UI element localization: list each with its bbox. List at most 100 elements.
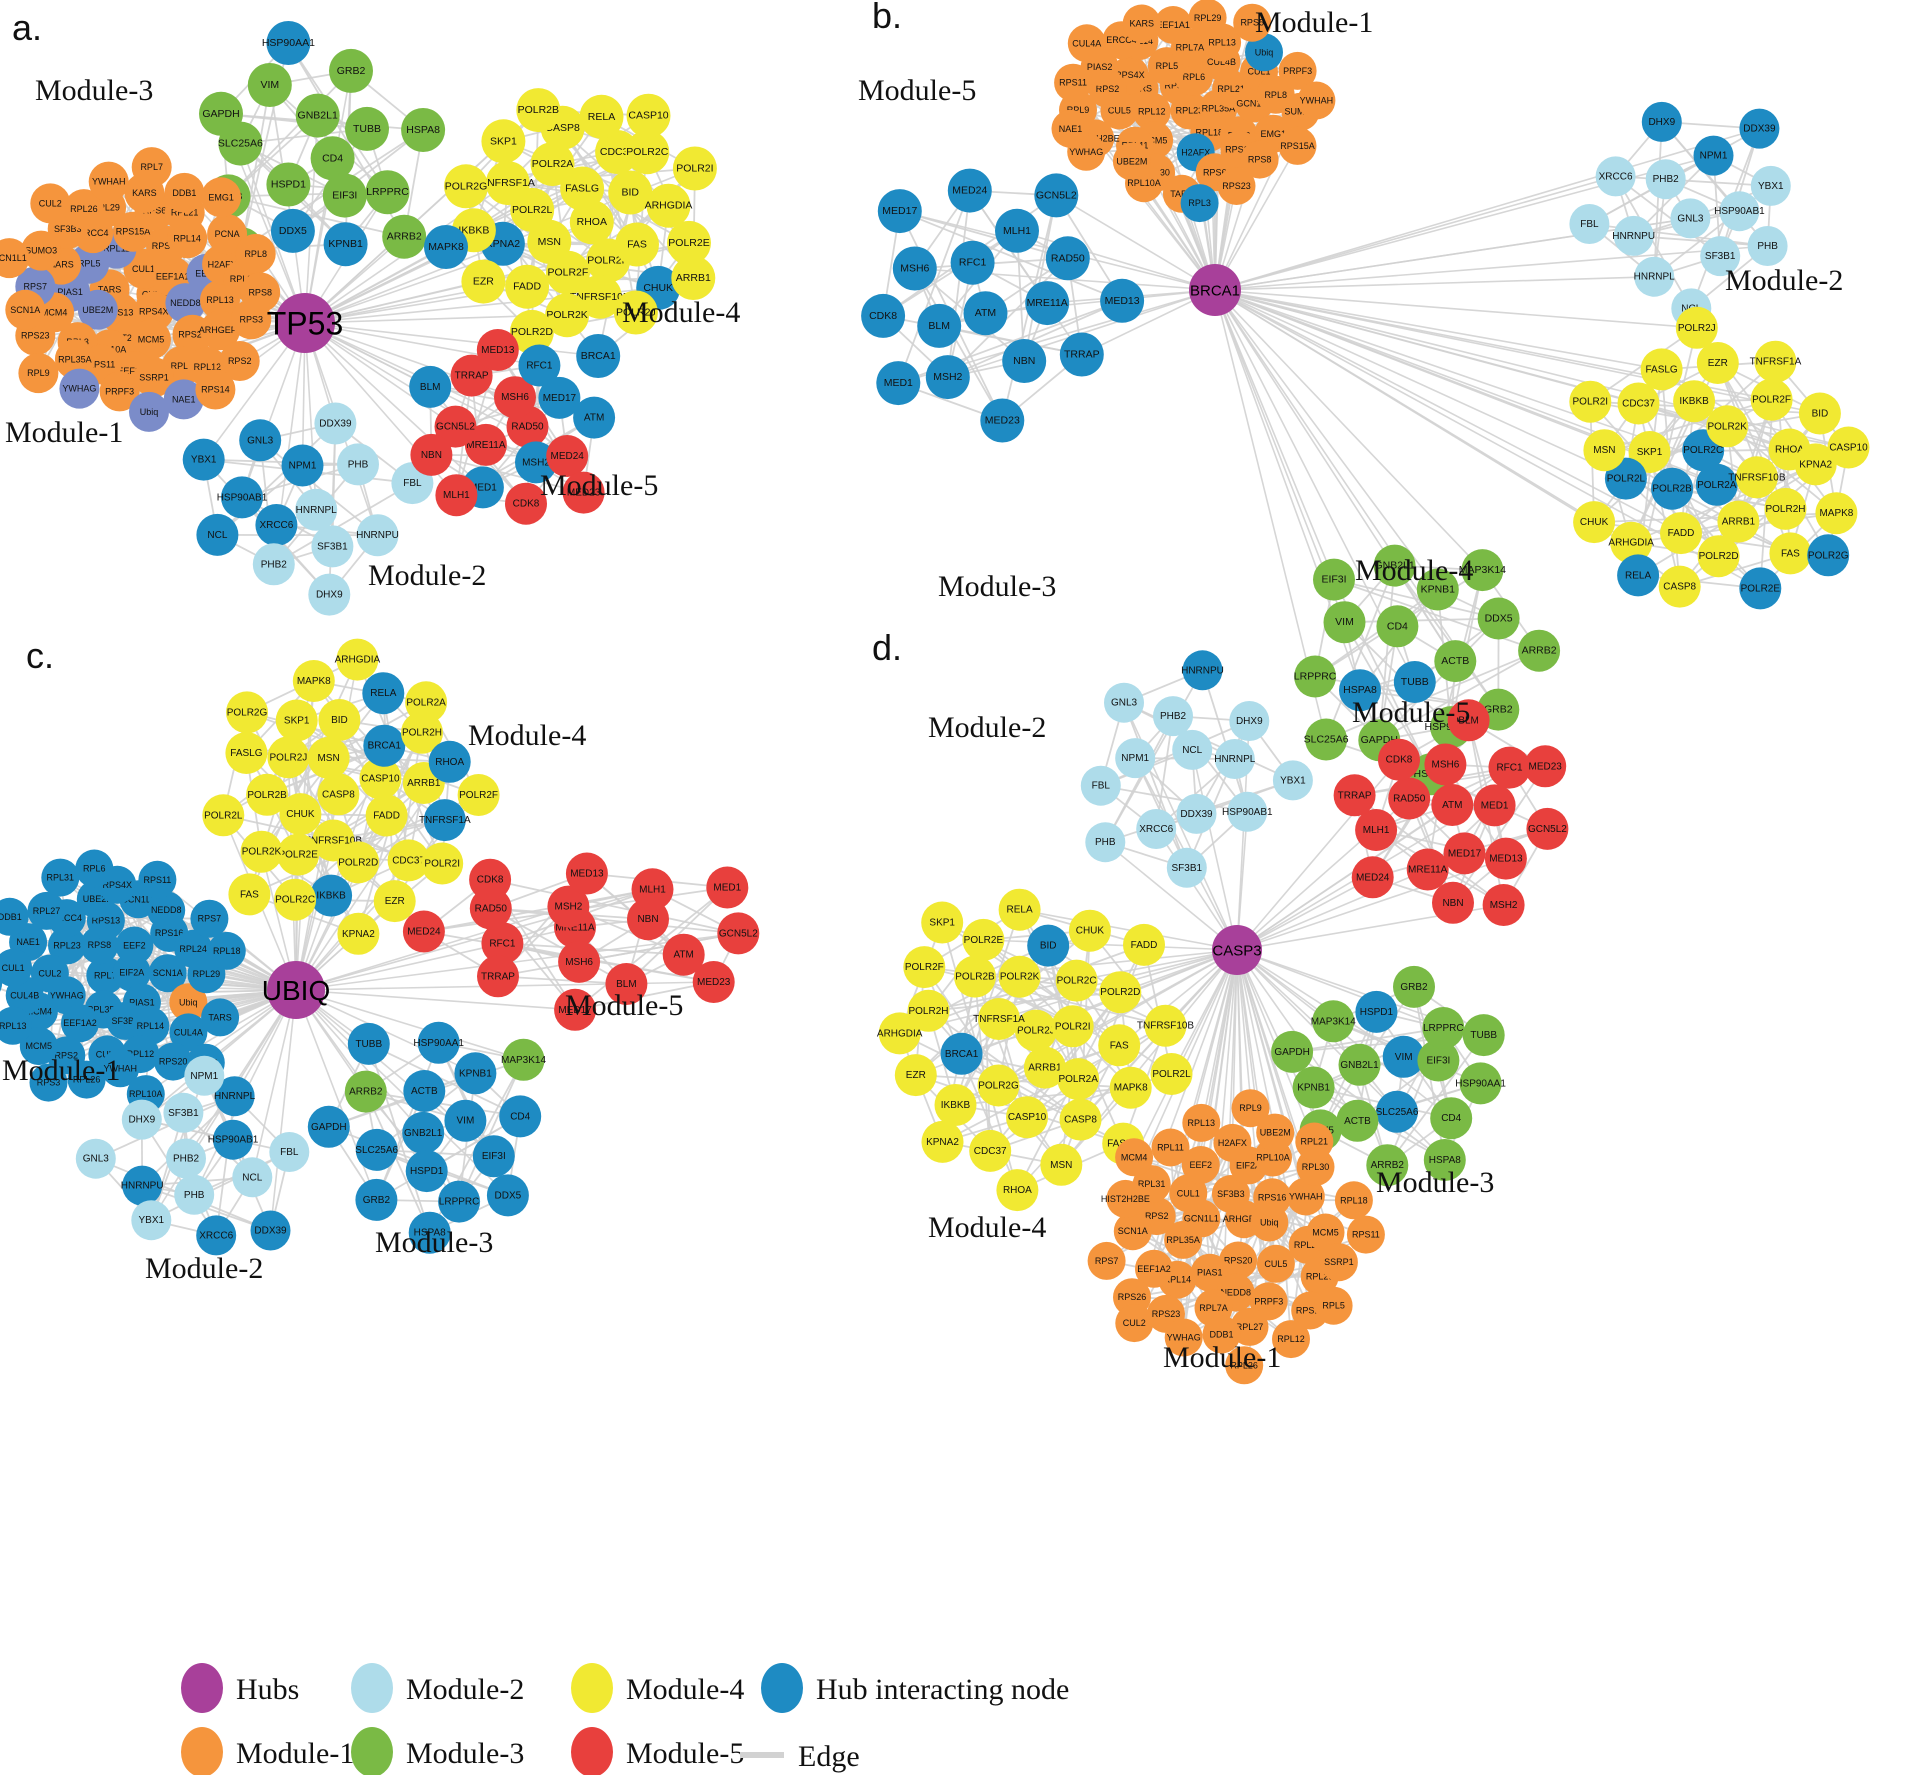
node-CD4	[310, 136, 355, 181]
node-label: DDX39	[319, 419, 352, 430]
node-MED23	[980, 398, 1025, 443]
node-label: DDX5	[279, 225, 307, 237]
node-SF3B1	[1700, 236, 1741, 277]
node-label: NAE1	[172, 394, 196, 404]
node-label: MED23	[985, 415, 1020, 427]
node-label: RPL12	[1277, 1334, 1305, 1344]
node-ARRB2	[382, 214, 427, 259]
node-TNFRSF1A	[1754, 340, 1797, 383]
node-RPL18	[1334, 1181, 1373, 1220]
node-label: NAE1	[16, 937, 40, 947]
node-label: RPS6	[1203, 167, 1227, 177]
node-MAPK8	[1815, 492, 1858, 535]
node-label: POLR2E	[668, 237, 709, 249]
node-HSP90AA1	[1459, 1062, 1502, 1105]
node-label: HNRNPL	[296, 505, 338, 516]
node-RPL8	[235, 233, 276, 274]
edge	[1214, 289, 1786, 510]
node-CHUK	[279, 793, 322, 836]
panel-letter: b.	[872, 0, 902, 36]
node-CHUK	[1068, 909, 1111, 952]
node-DDX5	[1477, 597, 1520, 640]
node-label: RPL26	[73, 1075, 101, 1085]
node-RPL3	[1180, 184, 1219, 223]
node-TNFRSF1A	[485, 161, 530, 206]
node-label: POLR2K	[242, 847, 282, 858]
node-label: POLR2L	[1607, 474, 1646, 485]
edge	[1214, 289, 1499, 711]
node-label: FAS	[240, 889, 259, 900]
node-label: RPL11	[1157, 1143, 1184, 1153]
node-label: MED13	[1105, 295, 1140, 307]
node-label: BLM	[928, 320, 950, 332]
node-label: BRCA1	[581, 350, 616, 362]
node-H2AFX	[1213, 1123, 1252, 1162]
node-label: VIM	[457, 1116, 475, 1127]
node-POLR2I	[672, 146, 717, 191]
node-label: TNFRSF10B	[1728, 472, 1786, 483]
node-PHB2	[1645, 159, 1686, 200]
node-label: POLR2I	[1055, 1021, 1091, 1032]
node-label: DHX9	[1648, 117, 1675, 128]
node-label: RPL3	[1188, 198, 1211, 208]
node-label: EIF2A	[119, 968, 144, 978]
node-label: MAP3K14	[1311, 1016, 1356, 1027]
node-label: POLR2F	[1752, 395, 1791, 406]
node-label: RPL6	[1183, 72, 1206, 82]
node-label: KPNB1	[459, 1068, 492, 1079]
node-CDC37	[1617, 382, 1660, 425]
edge	[1615, 175, 1771, 187]
node-PHB2	[252, 543, 295, 586]
node-POLR2F	[545, 250, 590, 295]
node-label: MSH6	[565, 957, 593, 968]
module-label-module-4: Module-4	[1355, 554, 1473, 587]
node-RPL35A	[54, 339, 95, 380]
node-MCM4	[1115, 1138, 1154, 1177]
node-label: RPS20	[159, 1057, 188, 1067]
node-MED24	[947, 168, 992, 213]
node-label: ARRB2	[1522, 645, 1557, 657]
node-EIF3I	[472, 1135, 515, 1178]
node-label: RAD50	[475, 904, 508, 915]
nodes-layer: CD4 HSPD1 GNB2L1 EIF3I SLC25A6 TUBB DDX5 VIM LRP…	[0, 0, 1870, 1385]
node-label: RPS2	[228, 356, 252, 366]
node-label: PIAS1	[57, 287, 83, 297]
node-HNRNPU	[122, 1165, 163, 1206]
node-YBX1	[1750, 165, 1791, 206]
node-label: MSH2	[933, 371, 962, 383]
node-DDB1	[164, 172, 205, 213]
node-BID	[1027, 924, 1070, 967]
edge	[304, 280, 484, 324]
node-label: DDB1	[1209, 1330, 1233, 1340]
node-ARRB1	[671, 256, 716, 300]
node-TRRAP	[1333, 774, 1376, 817]
node-UBE2M	[1256, 1113, 1295, 1152]
node-label: EEF1A1	[1156, 20, 1190, 30]
edge	[490, 907, 739, 935]
module-label-module-1: Module-1	[2, 1054, 120, 1087]
node-label: POLR2E	[278, 850, 318, 861]
node-label: FADD	[1668, 528, 1695, 539]
node-label: CUL5	[1108, 106, 1131, 116]
node-ATM	[662, 933, 705, 976]
node-ARHGEF1	[200, 310, 240, 351]
node-XRCC6	[1136, 809, 1177, 849]
node-label: MSH6	[501, 392, 529, 403]
edge	[1214, 145, 1299, 291]
node-label: CUL5	[1264, 1259, 1287, 1269]
node-label: RPS26	[1118, 1292, 1147, 1302]
node-POLR2L	[1604, 457, 1647, 500]
node-SLC25A6	[1376, 1090, 1418, 1133]
node-label: DDX5	[495, 1190, 522, 1201]
node-label: RPL10A	[1256, 1153, 1290, 1163]
node-label: SKP1	[490, 135, 517, 147]
node-label: BRCA1	[368, 741, 402, 752]
node-RPL30	[0, 973, 3, 992]
node-label: TARS	[1170, 189, 1193, 199]
node-label: DDX39	[1180, 809, 1213, 820]
node-label: ARRB1	[676, 272, 711, 284]
node-MED1	[1473, 784, 1516, 827]
node-label: RPL18	[1340, 1195, 1368, 1205]
node-RPL9	[18, 353, 59, 394]
node-label: HARS	[49, 260, 74, 270]
